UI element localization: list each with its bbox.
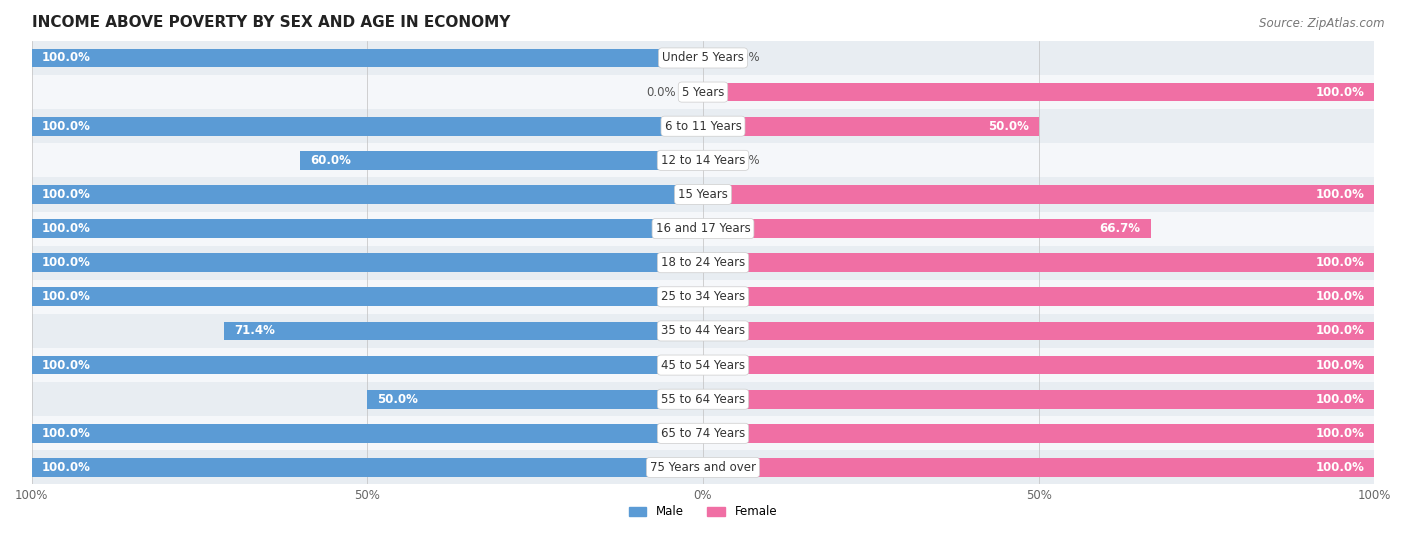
Text: 55 to 64 Years: 55 to 64 Years	[661, 392, 745, 406]
Text: 50.0%: 50.0%	[377, 392, 419, 406]
Bar	[683, 83, 703, 102]
Text: INCOME ABOVE POVERTY BY SEX AND AGE IN ECONOMY: INCOME ABOVE POVERTY BY SEX AND AGE IN E…	[32, 15, 510, 30]
Text: 100.0%: 100.0%	[42, 461, 90, 474]
Bar	[32, 177, 1374, 211]
Text: Source: ZipAtlas.com: Source: ZipAtlas.com	[1260, 17, 1385, 30]
Text: 100.0%: 100.0%	[1316, 461, 1364, 474]
Text: 100.0%: 100.0%	[42, 222, 90, 235]
Text: 100.0%: 100.0%	[42, 51, 90, 64]
Bar	[32, 75, 1374, 109]
Bar	[32, 41, 1374, 75]
Text: 100.0%: 100.0%	[1316, 86, 1364, 98]
Text: 0.0%: 0.0%	[730, 51, 759, 64]
Text: 12 to 14 Years: 12 to 14 Years	[661, 154, 745, 167]
Bar	[703, 219, 1150, 238]
Bar	[32, 219, 703, 238]
Text: 100.0%: 100.0%	[42, 120, 90, 132]
Text: 65 to 74 Years: 65 to 74 Years	[661, 427, 745, 440]
Bar	[703, 117, 1039, 136]
Bar	[32, 348, 1374, 382]
Bar	[32, 253, 703, 272]
Bar	[32, 314, 1374, 348]
Text: 6 to 11 Years: 6 to 11 Years	[665, 120, 741, 132]
Text: 71.4%: 71.4%	[233, 324, 274, 338]
Text: 50.0%: 50.0%	[987, 120, 1029, 132]
Text: 100.0%: 100.0%	[1316, 427, 1364, 440]
Text: 100.0%: 100.0%	[1316, 256, 1364, 269]
Text: 0.0%: 0.0%	[730, 154, 759, 167]
Bar	[703, 424, 1374, 443]
Text: 5 Years: 5 Years	[682, 86, 724, 98]
Text: 60.0%: 60.0%	[311, 154, 352, 167]
Text: 66.7%: 66.7%	[1099, 222, 1140, 235]
Bar	[703, 253, 1374, 272]
Text: 100.0%: 100.0%	[42, 256, 90, 269]
Bar	[703, 151, 723, 170]
Legend: Male, Female: Male, Female	[624, 500, 782, 523]
Text: 0.0%: 0.0%	[647, 86, 676, 98]
Bar	[703, 458, 1374, 477]
Bar	[32, 49, 703, 67]
Text: 35 to 44 Years: 35 to 44 Years	[661, 324, 745, 338]
Text: 100.0%: 100.0%	[42, 188, 90, 201]
Bar	[367, 390, 703, 409]
Text: 100.0%: 100.0%	[1316, 290, 1364, 304]
Text: 18 to 24 Years: 18 to 24 Years	[661, 256, 745, 269]
Bar	[32, 117, 703, 136]
Bar	[32, 424, 703, 443]
Bar	[703, 287, 1374, 306]
Text: 16 and 17 Years: 16 and 17 Years	[655, 222, 751, 235]
Bar	[224, 321, 703, 340]
Bar	[32, 458, 703, 477]
Bar	[32, 143, 1374, 177]
Bar	[32, 245, 1374, 280]
Text: 100.0%: 100.0%	[1316, 188, 1364, 201]
Bar	[32, 280, 1374, 314]
Bar	[32, 287, 703, 306]
Bar	[32, 451, 1374, 485]
Text: 100.0%: 100.0%	[1316, 392, 1364, 406]
Bar	[301, 151, 703, 170]
Text: 45 to 54 Years: 45 to 54 Years	[661, 358, 745, 372]
Text: 100.0%: 100.0%	[42, 358, 90, 372]
Text: 100.0%: 100.0%	[1316, 358, 1364, 372]
Bar	[703, 83, 1374, 102]
Bar	[32, 416, 1374, 451]
Text: 100.0%: 100.0%	[42, 290, 90, 304]
Bar	[32, 356, 703, 375]
Bar	[703, 185, 1374, 204]
Text: 15 Years: 15 Years	[678, 188, 728, 201]
Bar	[703, 390, 1374, 409]
Bar	[703, 49, 723, 67]
Bar	[32, 211, 1374, 245]
Bar	[32, 109, 1374, 143]
Text: Under 5 Years: Under 5 Years	[662, 51, 744, 64]
Text: 100.0%: 100.0%	[42, 427, 90, 440]
Bar	[703, 321, 1374, 340]
Bar	[32, 382, 1374, 416]
Text: 100.0%: 100.0%	[1316, 324, 1364, 338]
Text: 75 Years and over: 75 Years and over	[650, 461, 756, 474]
Text: 25 to 34 Years: 25 to 34 Years	[661, 290, 745, 304]
Bar	[703, 356, 1374, 375]
Bar	[32, 185, 703, 204]
